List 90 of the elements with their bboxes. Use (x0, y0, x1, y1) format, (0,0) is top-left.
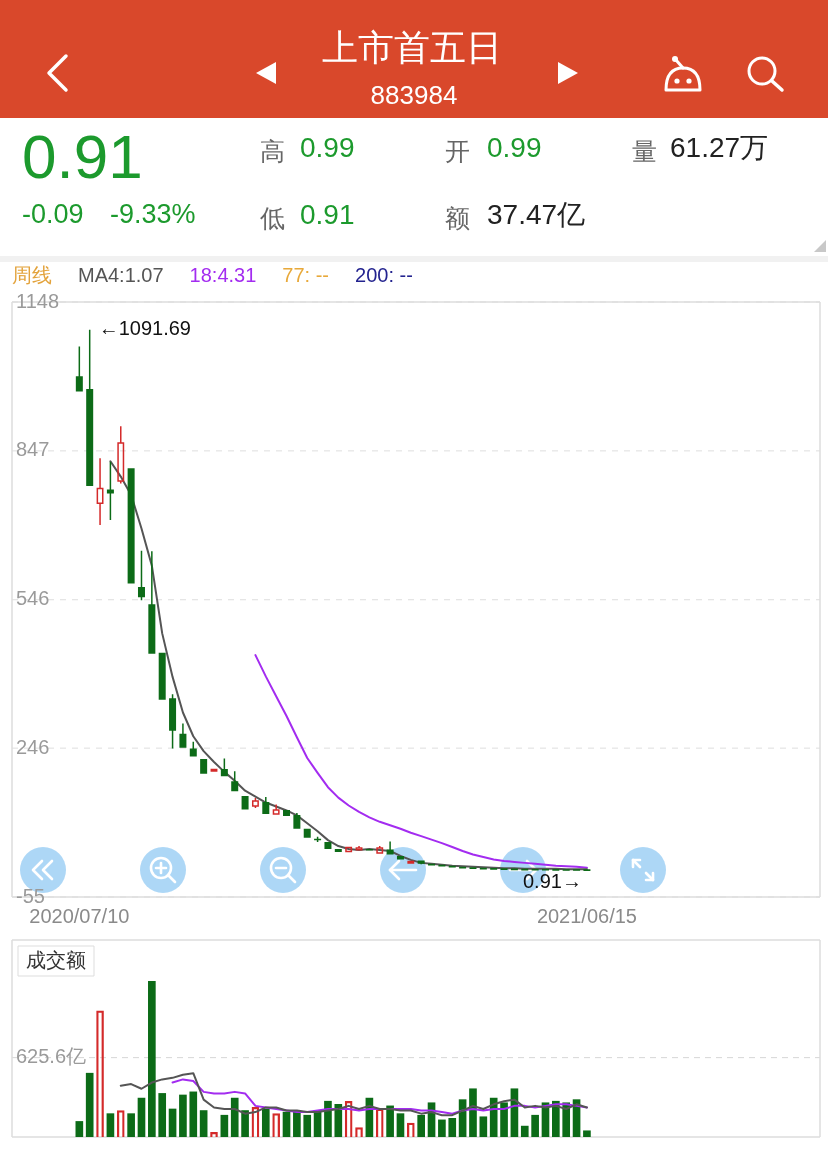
text: 883984 (370, 80, 458, 110)
bar (137, 1097, 146, 1137)
text: 低 (260, 204, 285, 232)
text: 0.91 (300, 199, 355, 230)
candlestick (231, 771, 239, 792)
bar (282, 1111, 291, 1137)
candlestick (417, 860, 425, 865)
bar (303, 1114, 312, 1137)
bar (85, 1072, 94, 1137)
bar (552, 1100, 560, 1137)
text: -9.33% (110, 199, 196, 229)
candlestick (117, 425, 125, 485)
y-tick-label: 1148 (16, 289, 60, 312)
candlestick (283, 809, 291, 816)
text: 37.47亿 (487, 199, 586, 230)
candlestick (127, 468, 135, 584)
bar (158, 1093, 167, 1137)
text: 0.99 (487, 132, 542, 163)
bar (531, 1114, 539, 1137)
text: 高 (260, 137, 285, 165)
candlestick (262, 797, 270, 814)
y-tick-label: 246 (16, 735, 50, 758)
x-tick-label: 2021/06/15 (536, 904, 637, 927)
legend-label: 77: -- (282, 263, 330, 286)
bar (469, 1088, 477, 1137)
candlestick (189, 741, 197, 757)
bar (417, 1114, 426, 1137)
bar (220, 1114, 229, 1137)
candlestick (148, 551, 156, 654)
bar (241, 1110, 249, 1137)
candlestick (158, 652, 166, 700)
y-tick-label: 847 (16, 438, 50, 461)
candlestick (531, 868, 539, 871)
candlestick (251, 797, 259, 809)
bar (334, 1103, 343, 1137)
bar (479, 1116, 488, 1137)
candlestick (75, 346, 83, 392)
text: 18:4.31 (189, 263, 257, 286)
candlestick (324, 842, 332, 850)
text: 0.99 (300, 132, 355, 163)
text: -0.09 (22, 199, 84, 229)
text: 额 (445, 204, 470, 232)
text: 上市首五日 (322, 27, 502, 68)
y-tick-label: 546 (16, 587, 50, 610)
candlestick (241, 796, 249, 810)
bar (261, 1108, 270, 1137)
bar (75, 1121, 84, 1137)
candlestick (179, 723, 187, 748)
candlestick (272, 803, 280, 815)
bar (500, 1102, 508, 1137)
bar (583, 1130, 591, 1137)
bar (127, 1113, 135, 1137)
annotation: ←1091.69 (98, 317, 191, 340)
chart-title: 成交额 (26, 948, 86, 971)
legend-title: 周线 (12, 263, 52, 286)
y-tick-label: -55 (16, 884, 45, 907)
bar (168, 1108, 177, 1137)
bar (396, 1113, 405, 1137)
candlestick (303, 828, 311, 838)
bar (448, 1117, 457, 1137)
bar (189, 1091, 198, 1137)
annotation: 0.91→ (522, 869, 582, 892)
text: 量 (632, 137, 657, 165)
candlestick (293, 812, 301, 829)
bar (179, 1094, 187, 1137)
bar (293, 1111, 301, 1137)
candlestick (96, 457, 104, 526)
text: 0.91 (22, 122, 143, 191)
bar (386, 1105, 394, 1137)
candlestick (169, 694, 177, 749)
bar (106, 1113, 115, 1137)
candlestick (376, 845, 384, 854)
bar (324, 1100, 332, 1137)
text: MA4:1.07 (78, 263, 164, 286)
bar (199, 1110, 208, 1137)
text: 开 (445, 137, 470, 165)
bar (438, 1119, 446, 1137)
legend-label: 200: -- (355, 263, 413, 286)
bar (230, 1097, 239, 1137)
candlestick (200, 759, 208, 774)
candlestick (345, 846, 353, 853)
candlestick (86, 329, 94, 486)
x-tick-label: 2020/07/10 (29, 904, 130, 927)
ref-line-label: 625.6亿 (16, 1045, 87, 1068)
bar (520, 1125, 529, 1137)
candlestick (386, 841, 394, 855)
candlestick (407, 860, 415, 864)
candlestick (334, 849, 342, 852)
text: 61.27万 (670, 132, 769, 163)
bar (148, 981, 156, 1137)
